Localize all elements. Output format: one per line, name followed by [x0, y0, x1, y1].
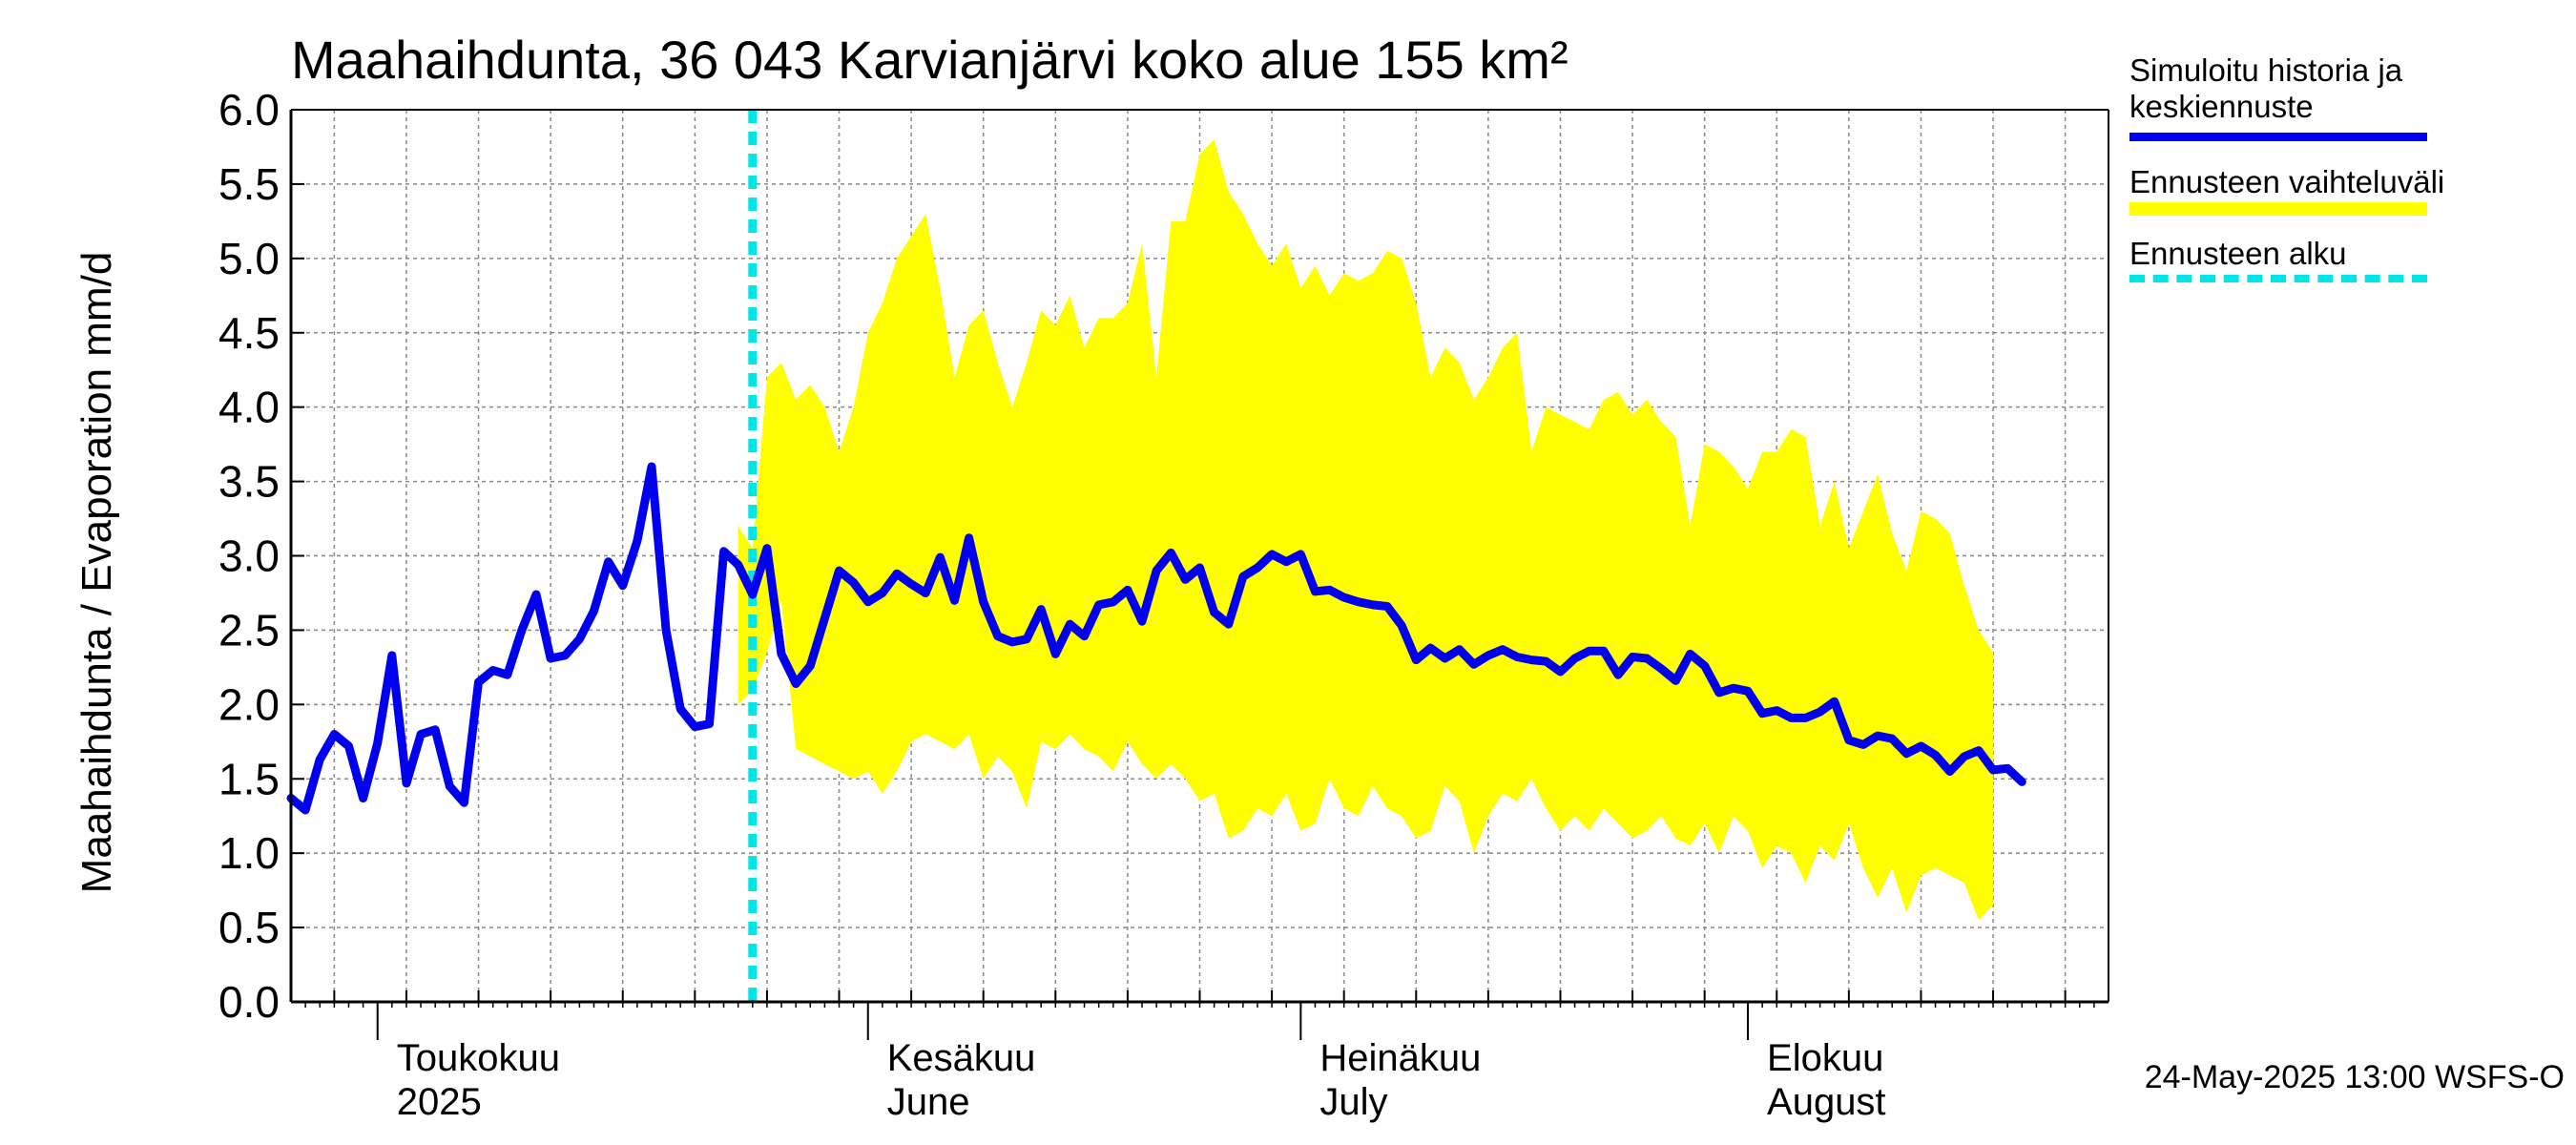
month-label-fi: Heinäkuu — [1319, 1037, 1481, 1079]
legend-label-simulated-line2: keskiennuste — [2129, 88, 2314, 124]
y-tick-label: 6.0 — [218, 85, 280, 135]
legend-swatch-simulated — [2129, 133, 2427, 141]
forecast-range-area — [737, 139, 1994, 921]
series-lines — [286, 110, 2026, 1002]
simulated-series-line — [286, 462, 2026, 815]
timestamp-footer: 24-May-2025 13:00 WSFS-O — [2144, 1059, 2565, 1095]
y-tick-label: 1.5 — [218, 754, 280, 803]
month-label-en: June — [887, 1081, 970, 1123]
y-tick-label: 5.5 — [218, 159, 280, 209]
legend-swatch-range — [2129, 202, 2427, 216]
legend-label-forecast-start: Ennusteen alku — [2129, 236, 2347, 271]
axes — [289, 109, 2109, 1040]
y-tick-label: 3.0 — [218, 531, 280, 581]
y-tick-label: 3.5 — [218, 457, 280, 507]
chart-title: Maahaihdunta, 36 043 Karvianjärvi koko a… — [291, 30, 1568, 90]
legend-swatch-forecast-start — [2129, 275, 2427, 282]
legend-label-simulated-line1: Simuloitu historia ja — [2129, 52, 2403, 88]
month-label-en: July — [1319, 1081, 1387, 1123]
forecast-range-band — [737, 139, 1994, 921]
y-tick-label: 4.5 — [218, 308, 280, 358]
month-label-en: 2025 — [397, 1081, 482, 1123]
y-tick-label: 5.0 — [218, 234, 280, 283]
month-label-en: August — [1767, 1081, 1886, 1123]
month-label-fi: Toukokuu — [397, 1037, 560, 1079]
y-tick-label: 1.0 — [218, 828, 280, 878]
legend-label-range: Ennusteen vaihteluväli — [2129, 164, 2445, 199]
month-label-fi: Elokuu — [1767, 1037, 1883, 1079]
y-tick-label: 4.0 — [218, 383, 280, 432]
legend-label-simulated: Simuloitu historia ja keskiennuste — [2129, 52, 2402, 125]
y-tick-label: 0.5 — [218, 903, 280, 952]
tick-labels: 0.0 0.5 1.0 1.5 2.0 2.5 3.0 3.5 4.0 4.5 5.0 5.5 6.0 T… — [218, 85, 1886, 1123]
y-tick-label: 2.5 — [218, 605, 280, 655]
month-label-fi: Kesäkuu — [887, 1037, 1036, 1079]
y-tick-label: 0.0 — [218, 977, 280, 1027]
y-tick-label: 2.0 — [218, 679, 280, 729]
